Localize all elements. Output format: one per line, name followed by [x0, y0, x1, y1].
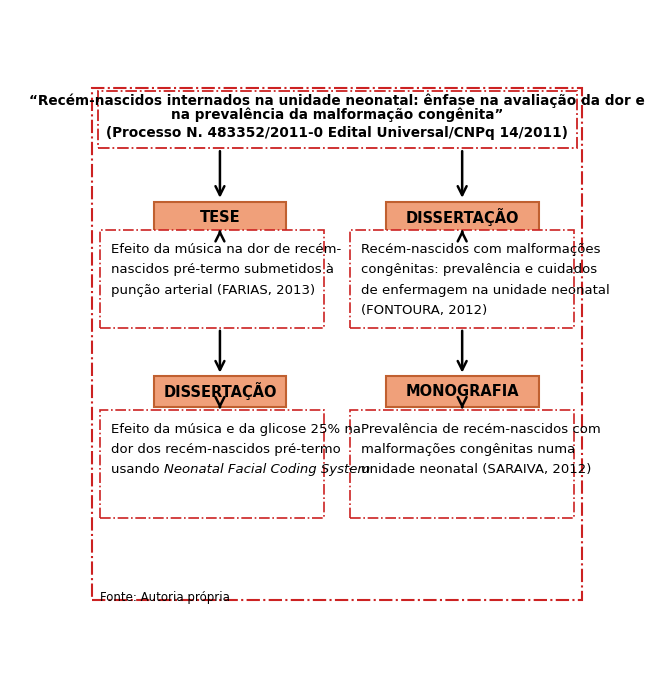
FancyBboxPatch shape	[386, 202, 539, 233]
Text: DISSERTAÇÃO: DISSERTAÇÃO	[163, 382, 276, 401]
FancyBboxPatch shape	[97, 91, 577, 148]
Text: Fonte: Autoria própria: Fonte: Autoria própria	[100, 591, 230, 604]
Text: Efeito da música e da glicose 25% na: Efeito da música e da glicose 25% na	[111, 423, 361, 436]
Text: Efeito da música na dor de recém-: Efeito da música na dor de recém-	[111, 244, 342, 257]
Text: de enfermagem na unidade neonatal: de enfermagem na unidade neonatal	[361, 283, 610, 296]
Text: (FONTOURA, 2012): (FONTOURA, 2012)	[361, 304, 488, 317]
Text: Prevalência de recém-nascidos com: Prevalência de recém-nascidos com	[361, 423, 601, 436]
FancyBboxPatch shape	[154, 376, 286, 407]
Text: Neonatal Facial Coding System: Neonatal Facial Coding System	[164, 463, 370, 476]
Text: Recém-nascidos com malformações: Recém-nascidos com malformações	[361, 244, 601, 257]
Text: TESE: TESE	[199, 209, 240, 224]
Text: DISSERTAÇÃO: DISSERTAÇÃO	[405, 208, 519, 226]
Text: usando: usando	[111, 463, 164, 476]
Text: punção arterial (FARIAS, 2013): punção arterial (FARIAS, 2013)	[111, 283, 315, 296]
Text: nascidos pré-termo submetidos à: nascidos pré-termo submetidos à	[111, 263, 334, 276]
Text: congênitas: prevalência e cuidados: congênitas: prevalência e cuidados	[361, 263, 597, 276]
FancyBboxPatch shape	[154, 202, 286, 233]
FancyBboxPatch shape	[386, 376, 539, 407]
Text: MONOGRAFIA: MONOGRAFIA	[405, 384, 519, 399]
Text: dor dos recém-nascidos pré-termo: dor dos recém-nascidos pré-termo	[111, 443, 341, 456]
Text: na prevalência da malformação congênita”: na prevalência da malformação congênita”	[171, 107, 503, 121]
Text: malformações congênitas numa: malformações congênitas numa	[361, 443, 576, 456]
Text: unidade neonatal (SARAIVA, 2012): unidade neonatal (SARAIVA, 2012)	[361, 463, 592, 476]
FancyBboxPatch shape	[100, 230, 324, 328]
FancyBboxPatch shape	[100, 410, 324, 518]
FancyBboxPatch shape	[350, 410, 574, 518]
Text: (Processo N. 483352/2011-0 Edital Universal/CNPq 14/2011): (Processo N. 483352/2011-0 Edital Univer…	[107, 126, 568, 140]
Text: “Recém-nascidos internados na unidade neonatal: ênfase na avaliação da dor e: “Recém-nascidos internados na unidade ne…	[30, 94, 645, 108]
FancyBboxPatch shape	[350, 230, 574, 328]
